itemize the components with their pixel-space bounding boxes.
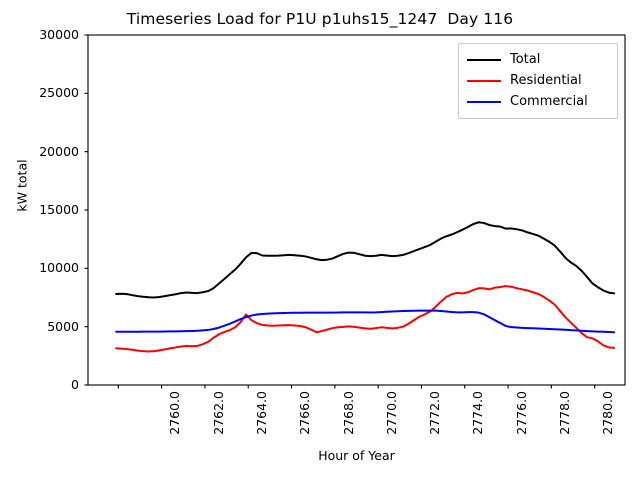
y-tick-marks — [84, 34, 88, 386]
legend-item-total: Total — [467, 49, 609, 70]
series-line-residential — [115, 285, 616, 353]
legend-line-commercial-icon — [467, 100, 501, 103]
x-tick-label: 2764.0 — [253, 391, 269, 435]
legend: Total Residential Commercial — [458, 43, 618, 119]
x-tick-label: 2760.0 — [167, 391, 183, 435]
x-tick-label: 2766.0 — [296, 391, 312, 435]
legend-line-total-icon — [467, 58, 501, 61]
y-axis-label: kW total — [14, 159, 30, 212]
legend-item-residential: Residential — [467, 70, 609, 91]
x-tick-label: 2762.0 — [210, 391, 226, 435]
y-tick-label: 20000 — [39, 143, 79, 159]
y-tick-label: 0 — [71, 377, 79, 392]
y-tick-label: 15000 — [39, 202, 79, 217]
x-tick-label: 2768.0 — [340, 391, 356, 435]
x-tick-label: 2776.0 — [513, 391, 529, 435]
y-tick-label: 25000 — [39, 85, 79, 101]
x-tick-marks — [117, 385, 596, 389]
y-tick-label: 5000 — [47, 318, 79, 334]
legend-item-commercial: Commercial — [467, 91, 609, 112]
y-tick-label: 30000 — [39, 27, 79, 42]
x-tick-label: 2772.0 — [426, 391, 442, 435]
x-axis-label: Hour of Year — [318, 448, 395, 463]
x-tick-label: 2778.0 — [556, 391, 572, 435]
page-title: Timeseries Load for P1U p1uhs15_1247 Day… — [126, 10, 514, 28]
x-tick-label: 2780.0 — [600, 391, 616, 435]
legend-label-residential: Residential — [510, 73, 582, 88]
legend-line-residential-icon — [467, 79, 501, 82]
series-line-total — [115, 221, 616, 299]
data-series-group — [115, 221, 616, 353]
x-tick-label: 2770.0 — [383, 391, 399, 435]
y-tick-label: 10000 — [39, 260, 79, 276]
legend-label-commercial: Commercial — [510, 94, 588, 109]
series-line-commercial — [115, 309, 616, 334]
x-tick-label: 2774.0 — [470, 391, 486, 435]
legend-label-total: Total — [510, 52, 541, 67]
